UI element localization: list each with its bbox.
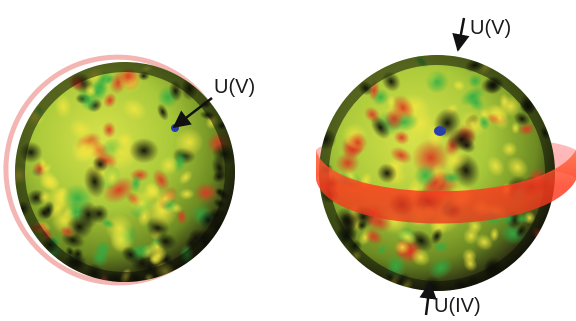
surface-blob: [83, 165, 106, 199]
left-panel: [3, 54, 235, 286]
surface-blob: [121, 98, 147, 121]
surface-blob: [38, 157, 48, 171]
surface-blob: [441, 171, 462, 184]
surface-blob: [432, 241, 450, 253]
surface-blob: [506, 156, 529, 179]
surface-blob: [62, 184, 93, 212]
surface-blob: [335, 152, 360, 174]
surface-blob: [425, 70, 449, 94]
surface-blob: [414, 163, 437, 188]
right-label-uv: U(V): [470, 17, 511, 39]
sphere-rim-shadow: [15, 62, 235, 282]
surface-blob: [178, 188, 195, 200]
surface-blob: [156, 103, 169, 121]
surface-blob: [212, 170, 227, 183]
surface-blob: [428, 257, 454, 280]
right-top-arrow: [452, 17, 470, 52]
surface-blob: [71, 247, 84, 261]
surface-blob: [463, 256, 478, 272]
surface-blob: [410, 248, 431, 267]
surface-blob: [389, 146, 413, 164]
surface-blob: [515, 214, 530, 224]
surface-blob: [364, 228, 384, 246]
surface-blob: [515, 224, 527, 238]
surface-blob: [513, 111, 531, 127]
surface-blob: [154, 189, 177, 208]
surface-blob: [386, 95, 396, 110]
surface-blob: [102, 121, 116, 139]
surface-blob: [475, 233, 494, 251]
surface-blob: [38, 190, 52, 204]
surface-blob: [510, 121, 521, 135]
surface-blob: [467, 218, 483, 234]
surface-blob: [383, 107, 405, 131]
surface-blob: [103, 92, 117, 109]
right-label-uiv: U(IV): [434, 295, 481, 317]
left-label-uv: U(V): [214, 76, 255, 98]
surface-blob: [394, 240, 411, 255]
surface-blob: [39, 168, 60, 193]
surface-blob: [430, 228, 443, 245]
surface-blob: [489, 227, 500, 242]
surface-blob: [499, 93, 510, 110]
surface-blob: [501, 141, 518, 157]
surface-blob: [129, 137, 159, 164]
surface-blob: [92, 79, 109, 96]
annotations: U(V) U(V) U(IV): [172, 17, 511, 317]
surface-blob: [347, 131, 368, 154]
right-bottom-arrow: [419, 281, 437, 316]
surface-blob: [393, 130, 410, 145]
surface-blob: [486, 155, 505, 177]
right-band-front: [316, 150, 576, 224]
surface-blob: [103, 74, 115, 85]
right-site-marker: [434, 126, 446, 136]
surface-blob: [452, 79, 466, 92]
surface-blob: [356, 219, 368, 232]
surface-blob: [154, 232, 177, 250]
surface-blob: [467, 73, 483, 89]
surface-blob: [174, 128, 204, 157]
right-panel: [316, 55, 576, 291]
surface-blob: [100, 218, 116, 229]
surface-blob: [194, 182, 219, 203]
surface-blob: [129, 190, 155, 216]
surface-blob: [121, 246, 140, 264]
surface-blob: [376, 244, 388, 255]
surface-blob: [42, 200, 55, 220]
surface-blob: [178, 170, 193, 185]
surface-blob: [116, 131, 134, 149]
surface-blob: [149, 253, 162, 266]
surface-blob: [54, 94, 72, 119]
surface-blob: [376, 163, 398, 184]
surface-blob: [159, 155, 179, 176]
left-arrow: [172, 97, 213, 129]
surface-blob: [70, 135, 97, 163]
surface-blob: [69, 118, 94, 141]
surface-blob: [457, 137, 476, 154]
surface-blob: [65, 214, 94, 240]
surface-blob: [95, 240, 112, 258]
surface-blob: [466, 93, 485, 112]
surface-blob: [478, 114, 490, 131]
surface-blob: [130, 173, 142, 193]
surface-blob: [490, 104, 509, 130]
